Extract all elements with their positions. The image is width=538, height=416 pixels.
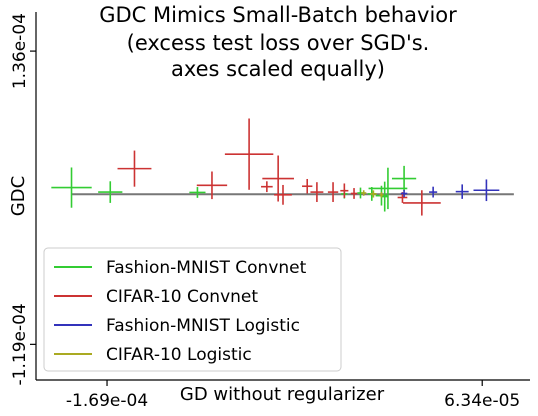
x-axis-label: GD without regularizer <box>180 384 385 405</box>
data-point <box>51 167 92 208</box>
data-point <box>261 181 273 193</box>
data-point <box>262 155 294 202</box>
data-marks <box>51 118 500 216</box>
legend-label: CIFAR-10 Convnet <box>106 287 258 307</box>
data-point <box>98 181 123 203</box>
data-point <box>400 189 408 198</box>
chart-title-line-3: axes scaled equally) <box>171 57 385 81</box>
y-tick-label: 1.36e-04 <box>10 13 30 89</box>
data-point <box>361 190 367 196</box>
legend-label: Fashion-MNIST Convnet <box>106 258 307 278</box>
data-point <box>368 167 408 210</box>
x-tick-label: 6.34e-05 <box>444 391 520 411</box>
data-point <box>379 192 384 198</box>
data-point <box>473 179 500 202</box>
series-1-marks <box>117 118 441 216</box>
y-axis-label: GDC <box>8 176 29 216</box>
data-point <box>310 182 324 202</box>
data-point <box>381 181 388 212</box>
data-point <box>350 188 358 199</box>
legend-label: Fashion-MNIST Logistic <box>106 316 300 336</box>
y-ticks: 1.36e-04 -1.19e-04 <box>10 13 36 385</box>
legend-frame <box>43 247 342 372</box>
data-point <box>402 190 441 216</box>
x-ticks: -1.69e-04 6.34e-05 <box>66 380 520 411</box>
data-point <box>196 171 228 200</box>
legend-label: CIFAR-10 Logistic <box>106 345 252 365</box>
data-point <box>370 190 377 198</box>
data-point <box>429 186 438 198</box>
chart-title-line-1: GDC Mimics Small-Batch behavior <box>99 3 457 27</box>
data-point <box>274 184 292 205</box>
data-point <box>391 165 417 192</box>
y-tick-label: -1.19e-04 <box>10 303 30 385</box>
data-point <box>117 150 152 187</box>
legend: Fashion-MNIST Convnet CIFAR-10 Convnet Fas… <box>43 247 342 372</box>
data-point <box>327 182 339 202</box>
chart-title-line-2: (excess test loss over SGD's. <box>127 31 430 55</box>
data-point <box>455 184 469 199</box>
series-3-marks <box>361 190 384 198</box>
data-point <box>189 187 206 198</box>
data-point <box>302 178 313 194</box>
data-point <box>340 183 349 198</box>
x-tick-label: -1.69e-04 <box>66 391 148 411</box>
data-point <box>224 118 274 190</box>
series-0-marks <box>51 165 417 212</box>
series-2-marks <box>400 179 500 202</box>
legend-items: Fashion-MNIST Convnet CIFAR-10 Convnet Fas… <box>54 258 307 365</box>
